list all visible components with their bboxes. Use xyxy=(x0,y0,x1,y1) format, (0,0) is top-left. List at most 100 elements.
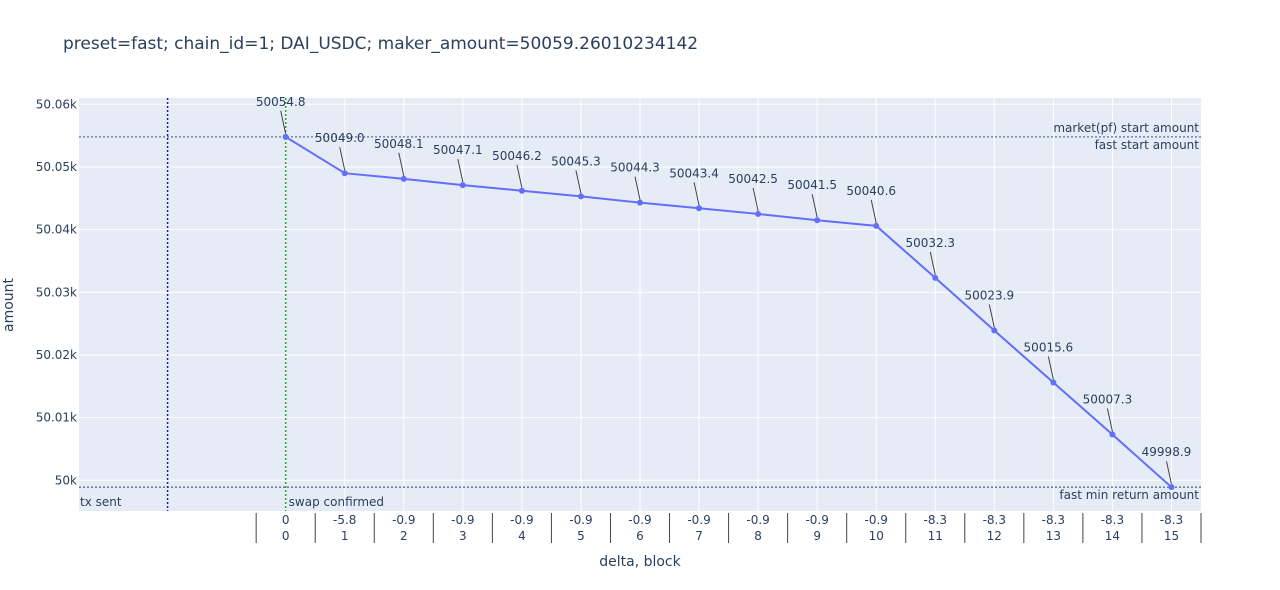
reference-line-label: market(pf) start amount xyxy=(1053,121,1199,135)
annotation-arrow xyxy=(693,182,700,206)
data-point xyxy=(991,327,998,334)
annotation-arrow xyxy=(339,147,346,171)
data-point xyxy=(1050,379,1057,386)
data-label: 50046.2 xyxy=(492,149,542,163)
x-axis-title: delta, block xyxy=(599,554,681,570)
data-point xyxy=(932,274,939,281)
data-label: 50007.3 xyxy=(1083,393,1133,407)
data-label: 50054.8 xyxy=(256,95,306,109)
x-tick-block-label: 8 xyxy=(754,529,762,543)
data-label: 50043.4 xyxy=(669,166,719,180)
data-point xyxy=(459,182,466,189)
y-tick-label: 50k xyxy=(55,473,77,487)
annotation-arrow xyxy=(575,170,582,194)
annotation-arrow xyxy=(398,152,405,176)
data-label: 50048.1 xyxy=(374,137,424,151)
x-tick-block-label: 7 xyxy=(695,529,703,543)
x-tick-delta-label: -0.9 xyxy=(746,513,769,527)
x-tick-block-label: 5 xyxy=(577,529,585,543)
data-point xyxy=(696,205,703,212)
y-tick-label: 50.04k xyxy=(36,223,77,237)
chart-title: preset=fast; chain_id=1; DAI_USDC; maker… xyxy=(63,34,698,54)
data-label: 50041.5 xyxy=(787,178,837,192)
y-tick-label: 50.05k xyxy=(36,160,77,174)
data-label: 50049.0 xyxy=(315,131,365,145)
x-axis-ticks: 0 0 -5.8 1 -0.9 2 -0.9 3 -0.9 4 -0.9 5 -0.9 6 -0.9 7 -0.… xyxy=(255,513,1202,543)
x-tick-delta-label: -0.9 xyxy=(569,513,592,527)
y-tick-label: 50.03k xyxy=(36,285,77,299)
x-tick-delta-label: -5.8 xyxy=(333,513,356,527)
annotation-arrow xyxy=(1106,408,1113,432)
x-tick-delta-label: -8.3 xyxy=(1101,513,1124,527)
x-tick-delta-label: -0.9 xyxy=(805,513,828,527)
data-label: 50023.9 xyxy=(965,289,1015,303)
annotation-arrow xyxy=(870,199,877,223)
annotation-arrow xyxy=(457,159,464,183)
data-label: 50040.6 xyxy=(846,184,896,198)
y-tick-label: 50.01k xyxy=(36,411,77,425)
x-tick-block-label: 2 xyxy=(400,529,408,543)
data-point xyxy=(637,199,643,206)
x-tick-block-label: 12 xyxy=(987,529,1002,543)
plot-area: 50k 50.01k 50.02k 50.03k 50.04k 50.05k 50.06k m… xyxy=(36,95,1202,543)
annotation-arrow xyxy=(280,110,287,134)
series-line xyxy=(285,136,1173,488)
y-axis-title: amount xyxy=(1,277,17,332)
data-label: 50015.6 xyxy=(1024,341,1074,355)
data-label: 50045.3 xyxy=(551,154,601,168)
data-point xyxy=(518,187,525,194)
x-tick-block-label: 10 xyxy=(869,529,884,543)
data-point xyxy=(873,222,880,229)
x-tick-delta-label: 0 xyxy=(282,513,290,527)
data-point xyxy=(282,133,289,140)
x-tick-block-label: 11 xyxy=(928,529,943,543)
data-label: 50032.3 xyxy=(905,236,955,250)
data-label: 50042.5 xyxy=(728,172,778,186)
annotation-arrow xyxy=(752,187,759,212)
reference-vline-label: tx sent xyxy=(80,495,122,509)
annotation-arrow xyxy=(988,304,995,328)
x-tick-block-label: 14 xyxy=(1105,529,1120,543)
x-tick-delta-label: -8.3 xyxy=(1042,513,1065,527)
data-point xyxy=(1168,484,1175,491)
x-tick-delta-label: -8.3 xyxy=(924,513,947,527)
x-tick-delta-label: -0.9 xyxy=(864,513,887,527)
x-tick-block-label: 15 xyxy=(1164,529,1179,543)
x-tick-delta-label: -0.9 xyxy=(687,513,710,527)
annotation-arrow xyxy=(1047,356,1054,380)
x-tick-delta-label: -0.9 xyxy=(510,513,533,527)
data-point xyxy=(755,210,762,217)
annotation-arrow xyxy=(811,194,818,218)
data-label: 49998.9 xyxy=(1142,445,1192,459)
annotation-arrow xyxy=(929,251,936,275)
data-point xyxy=(341,170,348,177)
data-label: 50047.1 xyxy=(433,143,483,157)
annotation-arrow xyxy=(1165,461,1172,485)
x-tick-block-label: 1 xyxy=(341,529,349,543)
x-tick-delta-label: -0.9 xyxy=(451,513,474,527)
y-tick-label: 50.06k xyxy=(36,97,77,111)
x-tick-delta-label: -0.9 xyxy=(392,513,415,527)
data-point xyxy=(814,217,821,224)
x-tick-block-label: 9 xyxy=(813,529,821,543)
data-point xyxy=(400,175,407,182)
reference-vline-label: swap confirmed xyxy=(289,495,384,509)
x-tick-block-label: 0 xyxy=(282,529,290,543)
x-tick-delta-label: -8.3 xyxy=(1160,513,1183,527)
x-tick-block-label: 13 xyxy=(1046,529,1061,543)
data-point xyxy=(577,193,584,200)
x-tick-block-label: 3 xyxy=(459,529,467,543)
y-tick-label: 50.02k xyxy=(36,348,77,362)
x-tick-block-label: 6 xyxy=(636,529,644,543)
reference-line-label: fast start amount xyxy=(1095,138,1200,152)
x-tick-delta-label: -0.9 xyxy=(628,513,651,527)
annotation-arrow xyxy=(516,164,523,188)
x-tick-block-label: 4 xyxy=(518,529,526,543)
data-label: 50044.3 xyxy=(610,161,660,175)
data-point xyxy=(1109,431,1116,438)
annotation-arrow xyxy=(634,176,641,200)
x-tick-delta-label: -8.3 xyxy=(983,513,1006,527)
reference-line-label: fast min return amount xyxy=(1059,488,1199,502)
